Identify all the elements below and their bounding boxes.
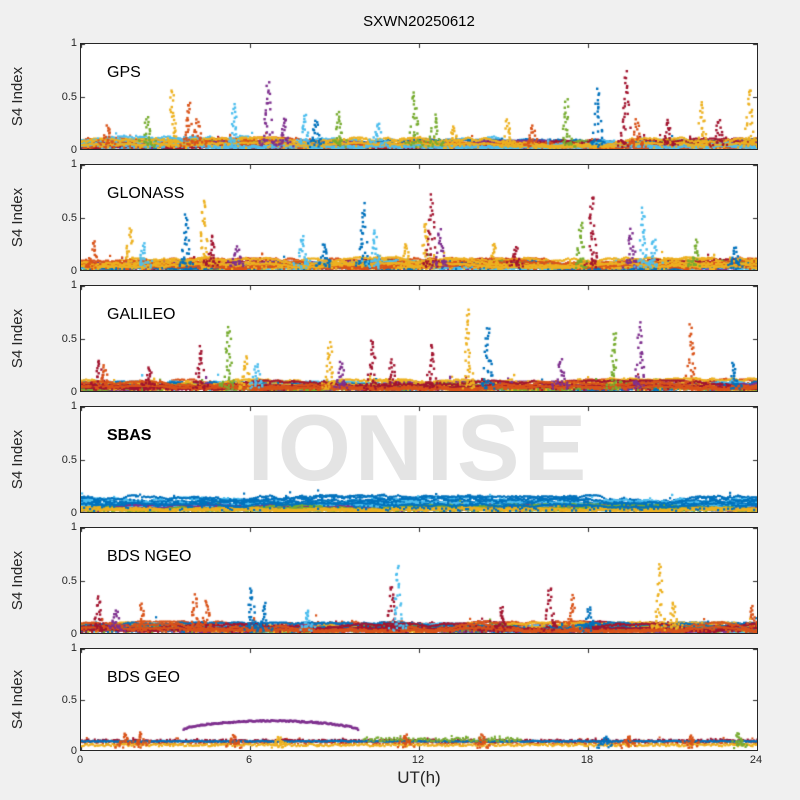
y-tick-label: 0.5 (61, 574, 77, 587)
y-tick-label: 1 (70, 37, 77, 49)
x-tick-label: 0 (76, 754, 84, 766)
plot-panel-bds-geo: BDS GEO (80, 648, 758, 751)
y-tick-labels: 0 0.5 1 (40, 400, 77, 519)
panel-row-bds-ngeo: S4 Index 0 0.5 1 BDS NGEO (0, 521, 800, 640)
y-axis-label-text: S4 Index (9, 66, 27, 127)
y-axis-label-text: S4 Index (9, 669, 27, 730)
panel-canvas-sbas (81, 407, 757, 512)
x-tick-label: 6 (245, 754, 253, 766)
plot-panel-gps: GPS (80, 43, 758, 150)
plot-panel-bds-ngeo: BDS NGEO (80, 527, 758, 634)
y-axis-label-text: S4 Index (9, 187, 27, 248)
y-axis-label: S4 Index (0, 648, 36, 751)
panel-canvas-bds-ngeo (81, 528, 757, 633)
y-tick-label: 1 (70, 521, 77, 533)
plot-panel-glonass: GLONASS (80, 164, 758, 271)
x-axis-label: UT(h) (397, 768, 441, 787)
y-tick-label: 1 (70, 158, 77, 170)
y-axis-label: S4 Index (0, 164, 36, 271)
y-tick-label: 0 (70, 144, 77, 156)
panel-label-gps: GPS (107, 64, 141, 81)
panel-canvas-gps (81, 44, 757, 149)
y-axis-label: S4 Index (0, 406, 36, 513)
plot-panel-galileo: GALILEO (80, 285, 758, 392)
y-axis-label: S4 Index (0, 43, 36, 150)
y-axis-label-text: S4 Index (9, 308, 27, 369)
chart-title: SXWN20250612 (363, 13, 475, 30)
y-tick-label: 0 (70, 507, 77, 519)
x-tick-label: 24 (749, 754, 763, 766)
panel-canvas-glonass (81, 165, 757, 270)
panel-label-bds-geo: BDS GEO (107, 669, 180, 686)
y-tick-label: 0.5 (61, 693, 77, 706)
panel-canvas-bds-geo (81, 649, 757, 750)
y-tick-label: 0.5 (61, 332, 77, 345)
y-tick-labels: 0 0.5 1 (40, 521, 77, 640)
y-axis-label-text: S4 Index (9, 550, 27, 611)
y-tick-label: 0 (70, 386, 77, 398)
panel-canvas-galileo (81, 286, 757, 391)
plot-panel-sbas: IONISE SBAS (80, 395, 758, 513)
y-tick-labels: 0 0.5 1 (40, 279, 77, 398)
panel-row-gps: S4 Index 0 0.5 1 GPS (0, 37, 800, 156)
y-axis-label-text: S4 Index (9, 429, 27, 490)
panel-label-bds-ngeo: BDS NGEO (107, 548, 192, 565)
panel-row-bds-geo: S4 Index 0 0.5 1 BDS GEO (0, 642, 800, 757)
y-tick-labels: 0 0.5 1 (40, 642, 77, 757)
panel-row-sbas: S4 Index 00.51 IONISE SBAS (0, 395, 800, 519)
y-tick-label: 1 (70, 642, 77, 654)
panel-label-galileo: GALILEO (107, 306, 176, 323)
y-axis-label: S4 Index (0, 527, 36, 634)
panel-row-glonass: S4 Index 0 0.5 1 GLONASS (0, 158, 800, 277)
x-tick-label: 12 (411, 754, 425, 766)
panel-label-sbas: SBAS (107, 427, 152, 444)
y-axis-label: S4 Index (0, 285, 36, 392)
y-tick-label: 1 (70, 279, 77, 291)
y-tick-label: 0.5 (61, 211, 77, 224)
y-tick-labels: 0 0.5 1 (40, 37, 77, 156)
y-tick-label: 1 (70, 400, 77, 412)
y-tick-label: 0 (70, 628, 77, 640)
panel-label-glonass: GLONASS (107, 185, 185, 202)
y-tick-label: 0.5 (61, 90, 77, 103)
x-tick-label: 18 (580, 754, 594, 766)
x-tick-labels: 0 6 12 18 24 (76, 754, 762, 768)
y-tick-label: 0.5 (61, 453, 77, 466)
panel-row-galileo: S4 Index 0 0.5 1 GALILEO (0, 279, 800, 398)
y-tick-labels: 0 0.5 1 (40, 158, 77, 277)
y-tick-label: 0 (70, 745, 77, 757)
y-tick-label: 0 (70, 265, 77, 277)
